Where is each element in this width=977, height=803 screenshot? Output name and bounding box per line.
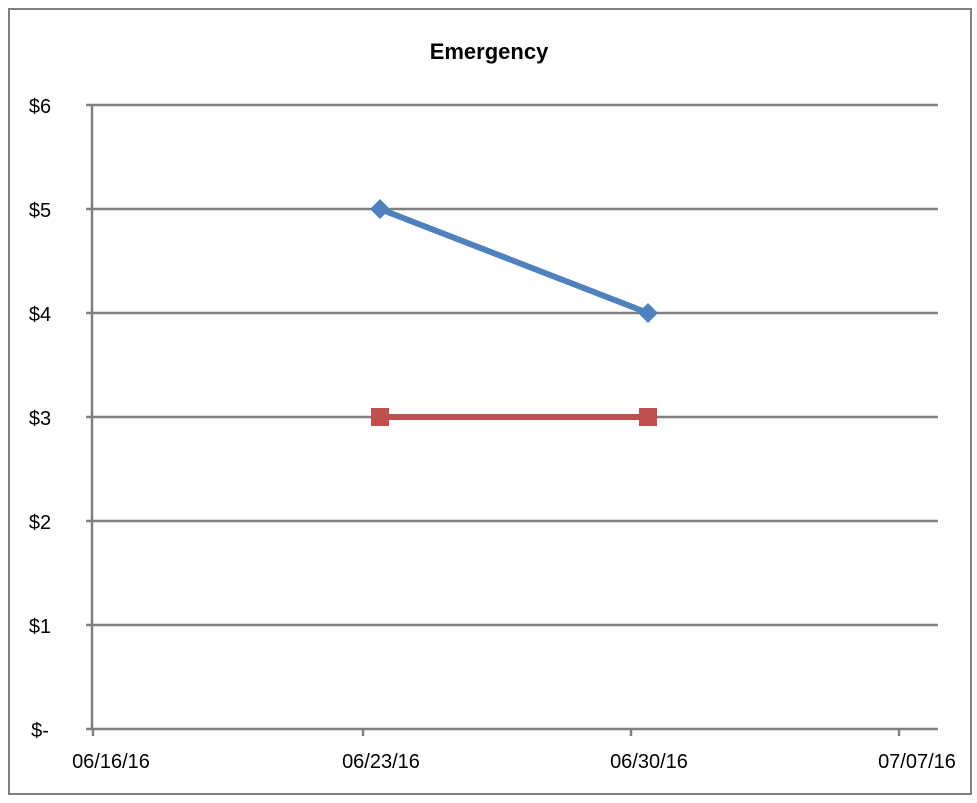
chart-border xyxy=(8,8,972,795)
series-layer xyxy=(370,199,658,426)
y-tick-label: $5 xyxy=(29,200,51,222)
data-point-diamond xyxy=(638,303,658,323)
y-tick-label: $2 xyxy=(29,512,51,534)
series-line-1 xyxy=(378,206,650,316)
data-point-diamond xyxy=(370,199,390,219)
y-tick-label: $1 xyxy=(29,616,51,638)
y-tick-label: $- xyxy=(31,720,49,742)
chart-title: Emergency xyxy=(430,39,549,64)
x-tick-label: 06/16/16 xyxy=(72,751,150,773)
y-tick-label: $6 xyxy=(29,96,51,118)
data-point-square xyxy=(371,408,389,426)
x-tick-label: 07/07/16 xyxy=(878,751,956,773)
y-tick-label: $4 xyxy=(29,304,51,326)
y-tick-label: $3 xyxy=(29,408,51,430)
x-tick-label: 06/30/16 xyxy=(610,751,688,773)
label-layer: $- $1 $2 $3 $4 $5 $6 06/16/16 06/23/16 06/30/16 07… xyxy=(29,96,956,773)
x-tick-label: 06/23/16 xyxy=(342,751,420,773)
data-point-square xyxy=(639,408,657,426)
axis-layer xyxy=(86,104,938,736)
